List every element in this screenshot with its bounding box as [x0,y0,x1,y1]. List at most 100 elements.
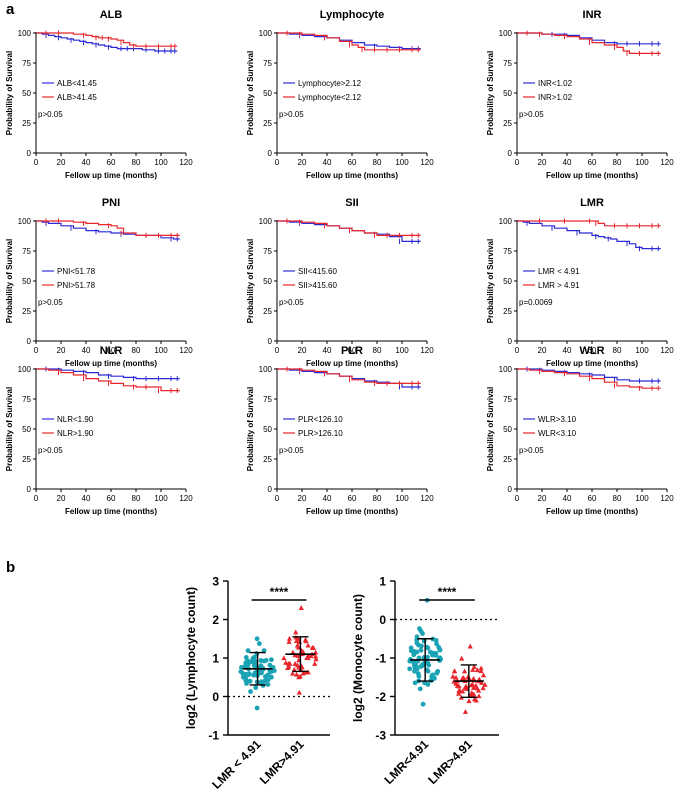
data-point-circle [243,654,249,660]
x-tick-label: 0 [34,346,39,355]
data-point-triangle [478,665,484,671]
data-point-circle [248,689,253,694]
y-tick-label: 75 [22,247,31,256]
y-tick-label: 1 [379,575,386,589]
y-axis-label: Probability of Survival [486,387,495,471]
km-chart-plr: PLR 0 25 50 75 100 0 20 40 60 80 100 120 Fellow up ti… [246,345,434,516]
x-tick-label: 100 [635,158,649,167]
data-point-circle [267,662,273,668]
data-point-circle [263,657,269,663]
x-tick-label: 120 [420,494,434,503]
data-point-triangle [476,676,482,682]
x-tick-label: 0 [515,346,520,355]
significance-stars: **** [270,585,289,599]
data-point-triangle [290,649,296,655]
chart-title: SII [345,197,358,209]
x-tick-label: 60 [107,158,116,167]
p-value-annotation: p>0.05 [519,110,544,119]
data-point-triangle [456,688,462,693]
data-point-circle [261,648,267,653]
x-tick-label: 60 [588,346,597,355]
chart-title: NLR [100,345,123,357]
y-tick-label: 0 [268,337,273,346]
x-tick-label: 80 [373,346,382,355]
y-tick-label: 25 [503,307,512,316]
data-point-triangle [300,670,306,676]
survival-curve-red [277,32,421,51]
data-point-circle [268,657,274,663]
chart-title: PLR [341,345,363,357]
survival-curve-blue [277,220,421,242]
y-tick-label: 100 [18,29,32,38]
p-value-annotation: p>0.05 [279,298,304,307]
data-point-circle [407,666,413,672]
x-tick-label: 80 [613,494,622,503]
data-point-triangle [305,655,311,661]
y-tick-label: 100 [259,365,273,374]
legend-label: ALB<41.45 [57,79,97,88]
data-point-circle [418,647,424,653]
survival-curve-red [36,220,180,236]
x-tick-label: 60 [348,494,357,503]
data-point-circle [251,659,257,665]
km-chart-alb: ALB 0 25 50 75 100 0 20 40 60 80 100 120 Fellow up ti… [5,9,193,180]
x-tick-label: 60 [107,346,116,355]
data-point-circle [417,686,423,692]
data-point-triangle [293,638,300,643]
data-point-circle [265,677,271,683]
legend-label: PLR>126.10 [298,429,343,438]
x-tick-label: 40 [323,158,332,167]
legend-label: SII<415.60 [298,267,337,276]
data-point-triangle [474,667,480,673]
data-point-circle [265,682,271,687]
y-tick-label: 0 [268,485,273,494]
y-axis-label: Probability of Survival [486,239,495,323]
x-tick-label: 20 [57,346,66,355]
data-point-triangle [305,642,311,648]
data-point-triangle [296,674,302,680]
y-axis-label: Probability of Survival [246,51,255,135]
km-chart-wlr: WLR 0 25 50 75 100 0 20 40 60 80 100 120 Fellow up ti… [486,345,674,516]
y-tick-label: 0 [212,690,219,704]
km-chart-lymphocyte: Lymphocyte 0 25 50 75 100 0 20 40 60 80 100 120 Fello… [246,9,434,180]
x-tick-label: 80 [373,494,382,503]
chart-title: INR [583,9,602,21]
legend-label: LMR > 4.91 [538,281,580,290]
x-tick-label: 60 [588,494,597,503]
data-point-triangle [313,649,319,655]
y-tick-label: 75 [503,247,512,256]
y-tick-label: 50 [503,89,512,98]
data-point-triangle [286,639,292,644]
data-point-circle [435,668,441,674]
data-point-triangle [313,656,319,662]
y-tick-label: 100 [18,365,32,374]
data-point-triangle [453,680,459,686]
data-point-circle [414,649,420,655]
y-axis-label: Probability of Survival [246,387,255,471]
data-point-circle [243,660,249,666]
y-tick-label: 50 [22,277,31,286]
x-tick-label: 0 [515,494,520,503]
panel-label-a: a [6,1,15,18]
y-tick-label: 75 [22,395,31,404]
data-point-triangle [303,638,309,644]
x-tick-label: 120 [420,158,434,167]
data-point-triangle [459,655,465,661]
survival-curve-red [517,220,661,227]
y-tick-label: 1 [212,652,219,666]
x-tick-label: 80 [373,158,382,167]
survival-curve-blue [36,32,178,52]
data-point-triangle [286,663,292,669]
y-tick-label: 25 [22,119,31,128]
data-point-triangle [312,661,318,666]
data-point-triangle [470,692,476,698]
data-point-circle [420,701,426,707]
y-tick-label: 50 [263,89,272,98]
y-tick-label: 50 [503,425,512,434]
data-point-circle [251,672,256,678]
scatter-chart-lymph-count: -1 0 1 2 3 log2 (Lymphocyte count) LMR < 4.91L… [184,575,330,792]
y-tick-label: 50 [22,425,31,434]
x-tick-label: 20 [298,494,307,503]
x-axis-label: Fellow up time (months) [65,171,157,180]
